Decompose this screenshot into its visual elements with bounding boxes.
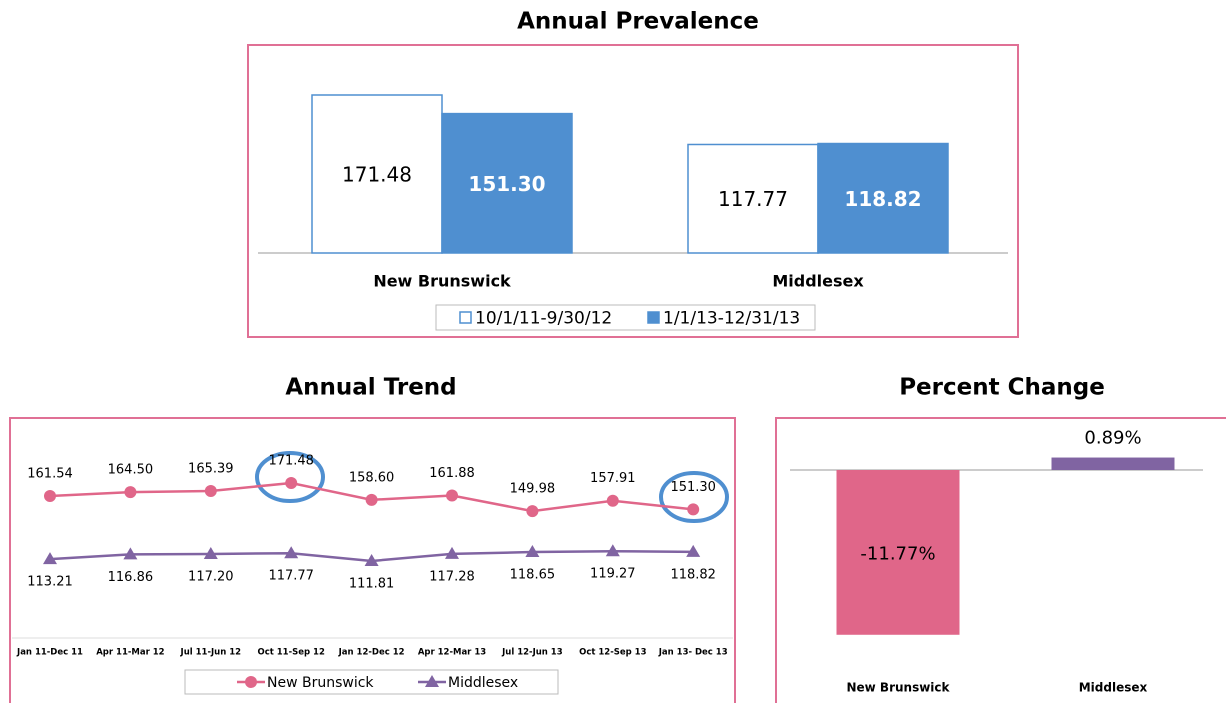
x-tick-label: Jan 13- Dec 13 <box>658 648 728 658</box>
data-label: 117.77 <box>718 187 788 211</box>
point <box>525 545 540 558</box>
point <box>204 484 217 497</box>
point <box>364 554 379 566</box>
data-label: 117.77 <box>268 569 314 584</box>
chart-title: Annual Prevalence <box>517 9 759 35</box>
bar <box>687 143 819 254</box>
data-label: 117.28 <box>429 569 475 584</box>
point <box>284 546 299 559</box>
point <box>365 493 378 506</box>
point <box>445 546 459 559</box>
highlight-ring <box>659 471 729 523</box>
legend-label: 1/1/13-12/31/13 <box>663 309 800 329</box>
data-label: 161.88 <box>429 466 475 481</box>
data-label: 151.30 <box>670 480 716 495</box>
data-label: 149.98 <box>510 482 556 497</box>
point <box>124 486 137 499</box>
legend-box <box>435 304 816 331</box>
x-tick-label: Jul 11-Jun 12 <box>180 648 242 658</box>
bar <box>441 112 573 254</box>
x-tick-label: New Brunswick <box>373 272 511 291</box>
data-label: 161.54 <box>27 466 73 481</box>
panel-frame <box>247 44 1019 338</box>
data-label: 118.82 <box>844 187 921 211</box>
bar <box>836 470 960 635</box>
x-tick-label: Oct 12-Sep 13 <box>579 648 646 658</box>
data-label: 158.60 <box>349 470 395 485</box>
bar <box>817 142 949 254</box>
data-label: 118.82 <box>670 567 716 582</box>
point <box>605 544 620 557</box>
data-label: 118.65 <box>510 568 556 583</box>
legend-marker <box>425 675 439 687</box>
point <box>606 494 619 507</box>
x-tick-label: New Brunswick <box>846 681 950 695</box>
data-label: 117.20 <box>188 569 234 584</box>
point <box>687 503 700 516</box>
x-tick-label: Middlesex <box>772 272 864 291</box>
data-label: 164.50 <box>108 463 154 478</box>
data-label: 111.81 <box>349 577 395 592</box>
data-label: 116.86 <box>108 570 154 585</box>
legend-marker <box>245 676 257 688</box>
highlight-ring <box>255 451 325 503</box>
point <box>446 489 458 502</box>
point <box>44 489 56 502</box>
point <box>686 544 701 557</box>
x-tick-label: Jan 12-Dec 12 <box>338 648 405 658</box>
legend-label: New Brunswick <box>267 675 374 691</box>
data-label: 171.48 <box>342 163 412 187</box>
point <box>43 552 57 565</box>
x-tick-label: Jan 11-Dec 11 <box>16 648 83 658</box>
chart-title: Percent Change <box>899 375 1105 401</box>
x-tick-label: Middlesex <box>1079 681 1148 695</box>
legend-swatch <box>459 311 472 324</box>
legend-swatch <box>647 311 660 324</box>
data-label: 151.30 <box>468 172 545 196</box>
x-tick-label: Oct 11-Sep 12 <box>257 648 324 658</box>
data-label: 119.27 <box>590 567 636 582</box>
point <box>526 505 539 518</box>
data-label: 171.48 <box>268 454 314 469</box>
data-label: 113.21 <box>27 575 73 590</box>
point <box>123 547 138 560</box>
x-tick-label: Apr 11-Mar 12 <box>96 648 164 658</box>
chart-title: Annual Trend <box>285 375 456 401</box>
panel-frame <box>775 417 1226 703</box>
data-label: 0.89% <box>1084 428 1141 449</box>
legend-label: 10/1/11-9/30/12 <box>475 309 612 329</box>
data-label: -11.77% <box>860 543 935 564</box>
point <box>285 477 298 489</box>
panel-frame <box>9 417 736 703</box>
data-label: 165.39 <box>188 461 234 476</box>
point <box>203 546 218 559</box>
data-label: 157.91 <box>590 471 636 486</box>
x-tick-label: Apr 12-Mar 13 <box>418 648 486 658</box>
bar <box>1051 457 1175 470</box>
legend-label: Middlesex <box>448 675 518 691</box>
x-tick-label: Jul 12-Jun 13 <box>501 648 563 658</box>
